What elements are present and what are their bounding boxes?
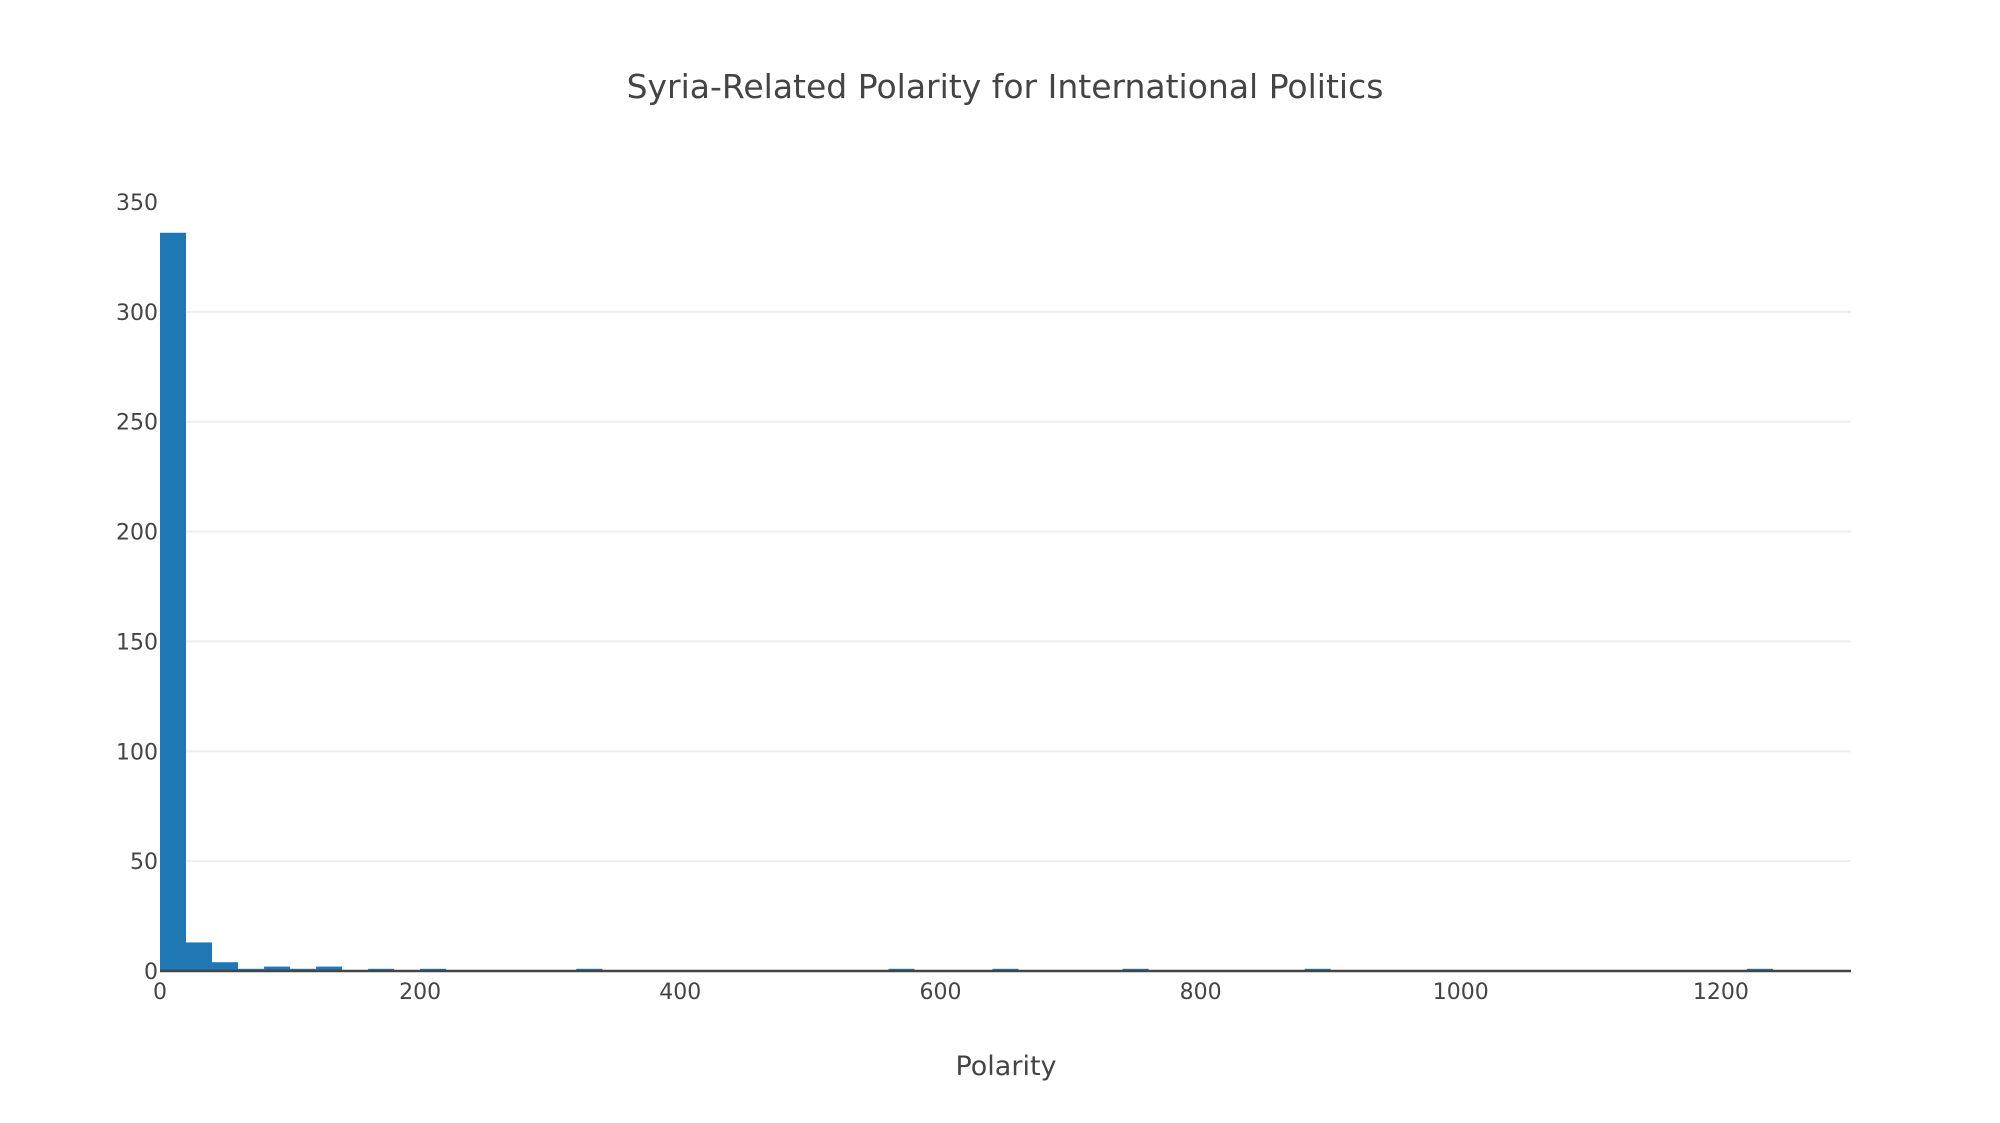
histogram-bar — [316, 966, 343, 971]
y-tick-label: 0 — [144, 960, 158, 985]
x-tick-label: 0 — [153, 980, 167, 1005]
histogram-bar — [264, 966, 291, 971]
x-tick-label: 600 — [919, 980, 961, 1005]
histogram-bar — [212, 962, 239, 971]
histogram-bar — [186, 942, 213, 971]
y-tick-label: 150 — [116, 630, 158, 655]
x-axis-title: Polarity — [955, 1051, 1056, 1082]
y-tick-label: 100 — [116, 740, 158, 765]
y-tick-label: 50 — [130, 850, 158, 875]
gridlines — [160, 310, 1851, 863]
x-tick-label: 1200 — [1693, 980, 1749, 1005]
x-tick-label: 400 — [659, 980, 701, 1005]
x-tick-label: 1000 — [1433, 980, 1489, 1005]
chart-title: Syria-Related Polarity for International… — [627, 67, 1384, 106]
y-tick-label: 250 — [116, 411, 158, 436]
x-tick-label: 800 — [1180, 980, 1222, 1005]
x-tick-label: 200 — [399, 980, 441, 1005]
y-axis-ticks: 0 50 100 150 200 250 300 350 — [116, 191, 158, 985]
histogram-bar — [160, 232, 187, 971]
y-tick-label: 350 — [116, 191, 158, 216]
y-tick-label: 300 — [116, 301, 158, 326]
y-tick-label: 200 — [116, 521, 158, 546]
x-axis-ticks: 0 200 400 600 800 1000 1200 — [153, 980, 1749, 1005]
